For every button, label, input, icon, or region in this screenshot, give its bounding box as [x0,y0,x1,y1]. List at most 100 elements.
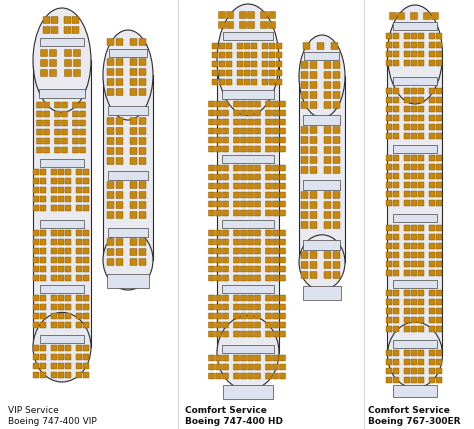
FancyBboxPatch shape [44,120,49,126]
FancyBboxPatch shape [280,248,285,254]
FancyBboxPatch shape [262,70,268,76]
FancyBboxPatch shape [411,243,417,249]
FancyBboxPatch shape [247,230,254,236]
FancyBboxPatch shape [76,345,82,351]
FancyBboxPatch shape [317,42,324,49]
FancyBboxPatch shape [40,205,46,211]
FancyBboxPatch shape [310,221,317,229]
FancyBboxPatch shape [209,355,215,361]
FancyBboxPatch shape [40,178,46,184]
FancyBboxPatch shape [219,52,225,58]
FancyBboxPatch shape [436,299,442,305]
FancyBboxPatch shape [209,257,215,263]
FancyBboxPatch shape [310,91,317,99]
Bar [393,280,437,288]
FancyBboxPatch shape [222,174,228,180]
FancyBboxPatch shape [73,111,79,117]
Bar [107,274,149,288]
FancyBboxPatch shape [247,21,255,28]
FancyBboxPatch shape [58,205,64,211]
Text: Comfort Service: Comfort Service [368,406,450,415]
FancyBboxPatch shape [234,364,239,370]
FancyBboxPatch shape [393,33,399,39]
FancyBboxPatch shape [244,79,250,85]
FancyBboxPatch shape [222,322,228,328]
FancyBboxPatch shape [393,326,399,332]
FancyBboxPatch shape [429,326,435,332]
FancyBboxPatch shape [240,364,246,370]
FancyBboxPatch shape [130,118,137,124]
FancyBboxPatch shape [418,106,424,112]
FancyBboxPatch shape [227,12,234,18]
FancyBboxPatch shape [222,248,228,254]
FancyBboxPatch shape [280,304,285,310]
FancyBboxPatch shape [429,155,435,161]
FancyBboxPatch shape [280,101,285,107]
FancyBboxPatch shape [269,79,275,85]
FancyBboxPatch shape [324,191,331,199]
FancyBboxPatch shape [247,295,254,301]
FancyBboxPatch shape [265,266,272,272]
FancyBboxPatch shape [265,304,272,310]
FancyBboxPatch shape [76,187,82,193]
FancyBboxPatch shape [276,61,282,67]
FancyBboxPatch shape [216,137,221,143]
FancyBboxPatch shape [265,322,272,328]
FancyBboxPatch shape [436,350,442,356]
FancyBboxPatch shape [303,42,310,49]
FancyBboxPatch shape [265,128,272,134]
FancyBboxPatch shape [324,82,331,88]
FancyBboxPatch shape [216,248,221,254]
FancyBboxPatch shape [33,313,39,319]
FancyBboxPatch shape [209,174,215,180]
FancyBboxPatch shape [404,317,410,323]
FancyBboxPatch shape [404,234,410,240]
FancyBboxPatch shape [80,129,85,135]
Bar [33,60,91,347]
FancyBboxPatch shape [429,60,435,66]
FancyBboxPatch shape [33,304,39,310]
FancyBboxPatch shape [51,248,57,254]
FancyBboxPatch shape [273,355,279,361]
FancyBboxPatch shape [404,97,410,103]
FancyBboxPatch shape [65,248,71,254]
FancyBboxPatch shape [62,111,67,117]
FancyBboxPatch shape [44,147,49,153]
FancyBboxPatch shape [130,259,137,266]
FancyBboxPatch shape [219,61,225,67]
Bar [393,214,437,222]
FancyBboxPatch shape [234,355,239,361]
FancyBboxPatch shape [393,225,399,231]
FancyBboxPatch shape [429,359,435,365]
FancyBboxPatch shape [268,21,275,28]
FancyBboxPatch shape [83,275,89,281]
FancyBboxPatch shape [209,146,215,152]
FancyBboxPatch shape [234,146,239,152]
FancyBboxPatch shape [436,51,442,57]
FancyBboxPatch shape [227,21,234,28]
FancyBboxPatch shape [83,248,89,254]
FancyBboxPatch shape [247,257,254,263]
FancyBboxPatch shape [58,248,64,254]
FancyBboxPatch shape [301,221,308,229]
FancyBboxPatch shape [265,110,272,116]
FancyBboxPatch shape [255,230,261,236]
FancyBboxPatch shape [273,192,279,198]
FancyBboxPatch shape [273,201,279,207]
FancyBboxPatch shape [73,60,81,66]
FancyBboxPatch shape [255,183,261,189]
FancyBboxPatch shape [219,12,226,18]
FancyBboxPatch shape [216,201,221,207]
FancyBboxPatch shape [436,290,442,296]
FancyBboxPatch shape [222,146,228,152]
FancyBboxPatch shape [33,354,39,360]
FancyBboxPatch shape [393,308,399,314]
FancyBboxPatch shape [216,230,221,236]
FancyBboxPatch shape [219,70,225,76]
FancyBboxPatch shape [265,331,272,337]
FancyBboxPatch shape [116,259,123,266]
FancyBboxPatch shape [386,243,392,249]
Bar [222,220,274,228]
FancyBboxPatch shape [429,290,435,296]
Ellipse shape [33,8,91,112]
